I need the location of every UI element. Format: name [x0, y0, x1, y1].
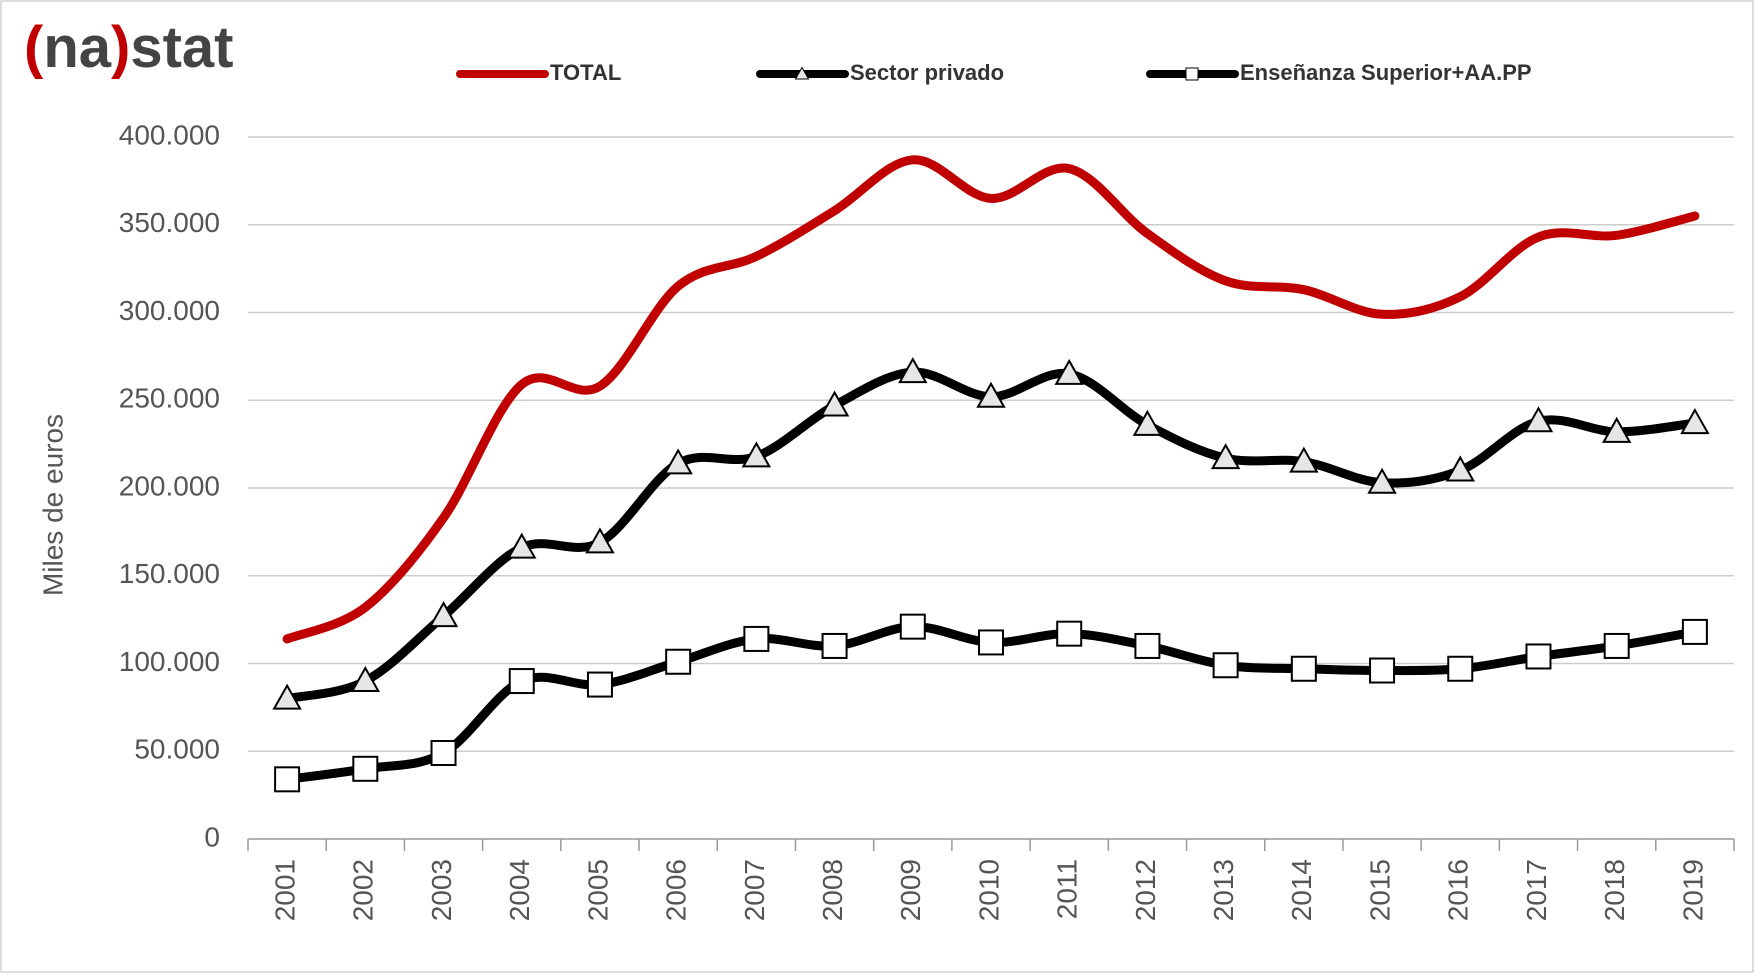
x-tick-label: 2015	[1364, 859, 1395, 921]
logo-part: (	[24, 15, 44, 80]
data-point	[585, 527, 615, 554]
data-point	[1054, 358, 1084, 385]
data-point	[272, 683, 302, 710]
logo-part: )	[111, 15, 130, 80]
data-point	[350, 666, 381, 693]
data-point	[821, 632, 848, 659]
data-point	[1289, 446, 1319, 473]
legend-label: Enseñanza Superior+AA.PP	[1240, 60, 1532, 85]
legend-label: Sector privado	[850, 60, 1004, 85]
x-tick-label: 2014	[1286, 859, 1317, 921]
data-point	[1210, 443, 1241, 470]
data-point	[1134, 632, 1161, 659]
logo: (na)stat	[24, 15, 234, 80]
x-tick-label: 2004	[504, 859, 535, 921]
data-point	[1056, 620, 1083, 647]
y-tick-label: 200.000	[119, 470, 220, 501]
data-point	[1212, 652, 1239, 679]
data-point	[1132, 409, 1163, 436]
data-point	[428, 601, 459, 628]
data-point	[430, 740, 457, 767]
data-point	[1290, 655, 1317, 682]
series-line	[282, 155, 1700, 644]
x-tick-label: 2008	[817, 859, 848, 921]
legend-marker	[1185, 67, 1199, 81]
x-tick-label: 2013	[1208, 859, 1239, 921]
x-tick-label: 2012	[1130, 859, 1161, 921]
x-tick-label: 2011	[1052, 859, 1083, 919]
x-tick-label: 2003	[426, 859, 457, 921]
data-point	[978, 629, 1004, 656]
data-point	[1445, 455, 1475, 482]
data-point	[663, 448, 693, 475]
y-tick-label: 100.000	[119, 646, 220, 677]
x-tick-label: 2016	[1443, 859, 1474, 921]
y-tick-label: 50.000	[134, 734, 220, 765]
data-point	[741, 441, 772, 468]
data-point	[1680, 408, 1710, 435]
data-point	[1681, 618, 1708, 645]
logo-part: stat	[130, 15, 233, 80]
legend-label: TOTAL	[550, 60, 621, 85]
data-point	[274, 766, 301, 793]
data-point	[1447, 655, 1474, 682]
x-tick-label: 2019	[1677, 859, 1708, 921]
y-axis-label: Miles de euros	[37, 414, 68, 596]
logo-part: na	[43, 15, 111, 80]
data-point	[743, 625, 770, 652]
data-point	[586, 671, 613, 698]
y-tick-label: 350.000	[119, 207, 220, 238]
data-point	[1369, 657, 1396, 684]
y-tick-label: 300.000	[119, 295, 220, 326]
data-point	[665, 648, 692, 675]
x-tick-label: 2009	[895, 859, 926, 921]
data-point	[976, 381, 1006, 408]
data-point	[898, 357, 928, 384]
x-tick-label: 2007	[739, 859, 770, 921]
data-point	[819, 390, 850, 417]
x-tick-label: 2010	[973, 859, 1004, 921]
x-tick-label: 2006	[661, 859, 692, 921]
data-point	[508, 668, 535, 695]
x-tick-label: 2002	[348, 859, 379, 921]
x-tick-label: 2018	[1599, 859, 1630, 921]
x-tick-label: 2017	[1521, 859, 1552, 921]
data-point	[352, 755, 379, 782]
x-tick-label: 2005	[582, 859, 613, 921]
y-tick-label: 150.000	[119, 558, 220, 589]
data-point	[899, 613, 926, 640]
data-point	[507, 532, 537, 559]
legend-marker	[794, 66, 810, 80]
data-point	[1603, 632, 1630, 659]
y-tick-label: 0	[204, 821, 220, 852]
x-tick-label: 2001	[269, 859, 300, 921]
data-point	[1525, 643, 1552, 670]
data-point	[1367, 467, 1397, 494]
data-point	[1601, 416, 1632, 443]
y-tick-label: 250.000	[119, 383, 220, 414]
y-tick-label: 400.000	[119, 119, 220, 150]
data-point	[1523, 406, 1554, 433]
